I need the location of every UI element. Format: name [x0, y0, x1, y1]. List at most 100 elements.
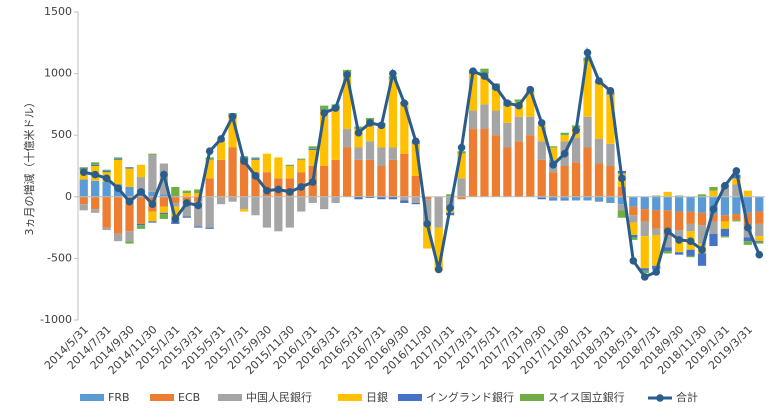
bar-segment [755, 241, 764, 243]
bar-segment [709, 214, 718, 222]
bar-segment [629, 222, 638, 235]
bar-segment [732, 214, 741, 221]
bar-segment [320, 166, 329, 197]
bar-segment [697, 253, 707, 266]
bar-segment [549, 196, 558, 200]
bar-segment [571, 196, 581, 201]
bar-segment [720, 196, 730, 216]
total-point [137, 188, 145, 196]
legend-label: イングランド銀行 [426, 390, 514, 404]
bar-segment [113, 157, 123, 159]
bar-segment [285, 196, 294, 228]
bar-segment [205, 178, 214, 197]
bar-segment [102, 170, 111, 173]
bar-segment [720, 236, 730, 238]
bar-segment [640, 209, 649, 222]
bar-segment [617, 196, 626, 205]
bar-segment [113, 196, 123, 234]
bar-segment [743, 241, 752, 245]
bar-segment [549, 147, 558, 160]
bar-segment [91, 209, 100, 213]
bar-segment [262, 172, 272, 197]
total-point [148, 200, 157, 208]
bar-segment [297, 158, 306, 160]
bar-segment [239, 196, 249, 210]
total-point [160, 170, 168, 179]
bar-segment [91, 180, 100, 197]
total-point [572, 126, 580, 135]
bar-segment [549, 199, 558, 201]
bar-segment [365, 141, 375, 160]
bar-segment [709, 186, 718, 191]
total-point [457, 143, 466, 152]
bar-segment [400, 153, 409, 197]
total-point [228, 112, 237, 121]
bar-segment [606, 94, 615, 144]
bar-segment [113, 158, 123, 160]
bar-segment [411, 202, 420, 205]
total-point [102, 174, 111, 183]
bar-segment [194, 193, 203, 197]
bar-segment [308, 149, 317, 166]
bar-segment [423, 196, 432, 200]
bar-segment [709, 190, 718, 197]
bar-segment [537, 141, 546, 160]
total-point [560, 149, 569, 158]
legend-swatch [398, 394, 422, 401]
bar-segment [388, 196, 397, 200]
legend-label: ECB [178, 391, 200, 404]
total-point [618, 174, 626, 183]
bar-segment [629, 234, 638, 238]
bar-segment [125, 196, 134, 232]
bar-segment [468, 129, 478, 197]
bar-segment [411, 196, 420, 203]
bar-segment [228, 147, 237, 197]
bar-segment [686, 255, 695, 258]
bar-segment [709, 233, 718, 247]
bar-segment [423, 223, 432, 249]
bar-segment [159, 194, 168, 197]
bar-segment [629, 237, 638, 240]
bar-segment [697, 194, 707, 197]
bar-segment [480, 104, 489, 130]
total-point [308, 178, 317, 186]
bar-segment [491, 89, 501, 111]
bar-segment [354, 129, 363, 148]
bar-segment [205, 227, 214, 229]
bar-segment [136, 196, 146, 224]
bar-segment [640, 236, 649, 269]
bar-segment [732, 178, 741, 185]
total-point [709, 205, 718, 213]
total-point [331, 104, 340, 112]
bar-segment [342, 129, 352, 148]
bar-segment [239, 209, 249, 212]
legend-marker [656, 394, 664, 402]
total-point [686, 237, 695, 245]
bar-segment [285, 178, 294, 197]
bar-segment [640, 270, 649, 274]
bar-segment [251, 158, 260, 160]
total-point [675, 236, 683, 244]
total-point [274, 185, 283, 194]
bar-segment [377, 196, 386, 200]
bar-segment [331, 159, 340, 197]
total-point [721, 181, 729, 190]
bar-segment [583, 61, 592, 117]
bar-segment [617, 204, 626, 211]
bar-segment [560, 135, 569, 142]
bar-segment [159, 212, 168, 215]
total-point [640, 273, 649, 281]
bar-segment [629, 206, 638, 216]
bar-segment [79, 196, 88, 205]
bar-segment [102, 182, 111, 197]
bar-segment [606, 196, 615, 203]
total-point [606, 87, 615, 95]
bar-segment [549, 172, 558, 197]
legend-label: 合計 [676, 390, 698, 404]
bar-segment [617, 210, 626, 218]
bar-segment [594, 138, 604, 164]
bar-segment [377, 166, 386, 197]
total-point [217, 135, 225, 143]
bar-segment [446, 194, 455, 197]
total-point [320, 109, 328, 117]
